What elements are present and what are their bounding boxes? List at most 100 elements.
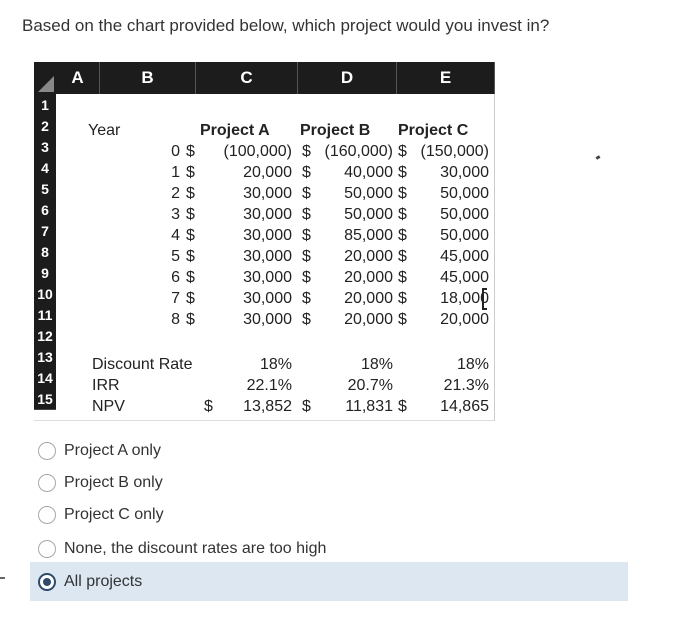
year-value: 6 [171, 269, 180, 286]
discount-rate-label: Discount Rate [92, 356, 193, 373]
header-project-b: Project B [300, 122, 371, 139]
project-a-cashflow: 30,000 [243, 227, 292, 244]
row-number: 12 [34, 325, 56, 347]
npv-dollar-c: $ [398, 398, 407, 415]
select-all-corner [34, 62, 56, 94]
spreadsheet-image: A B C D E 1 2 3 4 5 6 7 8 9 10 11 12 13 14 15 Year Pro… [34, 62, 495, 421]
radio-button[interactable] [38, 506, 56, 524]
row-number: 7 [34, 220, 56, 242]
answer-option[interactable]: Project C only [38, 502, 164, 528]
project-c-cashflow: 50,000 [440, 206, 489, 223]
dollar-sign-c: $ [398, 269, 407, 286]
project-b-cashflow: 50,000 [344, 185, 393, 202]
year-value: 7 [171, 290, 180, 307]
text-cursor [482, 288, 487, 310]
irr-a: 22.1% [246, 377, 292, 394]
dollar-sign-b: $ [302, 311, 311, 328]
dollar-sign-a: $ [186, 311, 195, 328]
radio-button[interactable] [38, 442, 56, 460]
year-value: 3 [171, 206, 180, 223]
radio-button[interactable] [38, 540, 56, 558]
row-number: 3 [34, 136, 56, 158]
project-a-cashflow: 30,000 [243, 311, 292, 328]
project-c-cashflow: 18,000 [440, 290, 489, 307]
project-c-cashflow: (150,000) [420, 143, 490, 160]
column-header-e: E [397, 62, 495, 94]
project-a-cashflow: 30,000 [243, 185, 292, 202]
dollar-sign-b: $ [302, 269, 311, 286]
year-value: 5 [171, 248, 180, 265]
dollar-sign-c: $ [398, 164, 407, 181]
row-number: 8 [34, 241, 56, 263]
dollar-sign-c: $ [398, 185, 407, 202]
irr-label: IRR [92, 377, 120, 394]
project-a-cashflow: 30,000 [243, 248, 292, 265]
irr-b: 20.7% [347, 377, 393, 394]
project-b-cashflow: 20,000 [344, 248, 393, 265]
dollar-sign-a: $ [186, 206, 195, 223]
header-project-a: Project A [200, 122, 270, 139]
npv-dollar-a: $ [204, 398, 213, 415]
year-label: Year [88, 122, 121, 139]
answer-option[interactable]: Project A only [38, 438, 161, 464]
npv-b: 11,831 [345, 398, 393, 415]
year-value: 4 [171, 227, 180, 244]
option-label[interactable]: Project A only [64, 442, 161, 459]
irr-c: 21.3% [443, 377, 489, 394]
discount-a: 18% [259, 356, 292, 373]
dollar-sign-c: $ [398, 290, 407, 307]
answer-option[interactable]: None, the discount rates are too high [38, 536, 326, 562]
option-label[interactable]: Project B only [64, 474, 163, 491]
selected-option-highlight [30, 562, 628, 601]
dollar-sign-a: $ [186, 248, 195, 265]
row-number: 11 [34, 304, 56, 326]
project-a-cashflow: 30,000 [243, 290, 292, 307]
row-number: 5 [34, 178, 56, 200]
dollar-sign-b: $ [302, 206, 311, 223]
dollar-sign-c: $ [398, 248, 407, 265]
option-label[interactable]: None, the discount rates are too high [64, 540, 327, 557]
year-value: 2 [171, 185, 180, 202]
project-a-cashflow: 30,000 [243, 206, 292, 223]
dollar-sign-a: $ [186, 269, 195, 286]
project-b-cashflow: 20,000 [344, 269, 393, 286]
year-value: 1 [171, 164, 180, 181]
header-project-c: Project C [398, 122, 469, 139]
project-b-cashflow: 20,000 [344, 311, 393, 328]
project-a-cashflow: 30,000 [243, 269, 292, 286]
column-header-d: D [298, 62, 397, 94]
answer-option[interactable]: Project B only [38, 470, 163, 496]
column-header-a: A [56, 62, 100, 94]
stray-mark [595, 155, 601, 160]
row-number: 9 [34, 262, 56, 284]
option-label[interactable]: All projects [64, 573, 143, 590]
npv-a: 13,852 [243, 398, 292, 415]
row-number: 13 [34, 346, 56, 368]
project-c-cashflow: 30,000 [440, 164, 489, 181]
npv-c: 14,865 [440, 398, 489, 415]
row-number: 10 [34, 283, 56, 305]
dollar-sign-a: $ [186, 164, 195, 181]
year-value: 8 [171, 311, 180, 328]
project-b-cashflow: 20,000 [344, 290, 393, 307]
row-number: 6 [34, 199, 56, 221]
npv-label: NPV [92, 398, 125, 415]
dollar-sign-b: $ [302, 143, 311, 160]
dollar-sign-a: $ [186, 290, 195, 307]
discount-c: 18% [456, 356, 489, 373]
option-label[interactable]: Project C only [64, 506, 164, 523]
column-header-c: C [196, 62, 298, 94]
project-b-cashflow: (160,000) [324, 143, 394, 160]
radio-button[interactable] [38, 474, 56, 492]
project-c-cashflow: 45,000 [440, 248, 489, 265]
answer-option[interactable]: All projects [38, 569, 142, 595]
row-number: 2 [34, 115, 56, 137]
dollar-sign-c: $ [398, 311, 407, 328]
dollar-sign-a: $ [186, 227, 195, 244]
column-header-b: B [100, 62, 196, 94]
dollar-sign-c: $ [398, 143, 407, 160]
radio-button[interactable] [38, 573, 56, 591]
dollar-sign-b: $ [302, 290, 311, 307]
row-number: 14 [34, 367, 56, 389]
dollar-sign-c: $ [398, 227, 407, 244]
